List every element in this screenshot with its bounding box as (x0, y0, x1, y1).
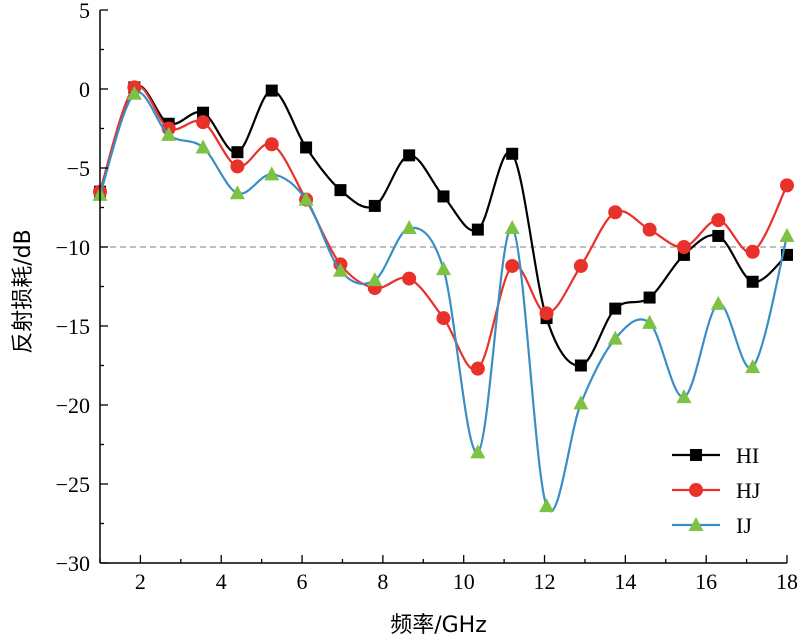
series-hi-point (746, 275, 759, 288)
series-hj-point (505, 258, 520, 273)
legend: HI HJ IJ (672, 443, 761, 538)
series-hj-point (676, 240, 691, 254)
series-ij-point (573, 395, 589, 410)
series-ij-point (607, 330, 623, 345)
series-hi-point (231, 146, 244, 159)
series-ij-point (504, 220, 520, 235)
y-tick-label: −10 (56, 235, 90, 260)
series-ij-point (264, 166, 280, 181)
series-ij-point (195, 139, 211, 154)
plot-area (92, 80, 795, 513)
series-hi-point (300, 141, 313, 154)
y-tick-label: −25 (56, 472, 90, 497)
x-tick-label: 2 (135, 569, 146, 594)
x-tick-label: 12 (534, 569, 556, 594)
x-tick-label: 10 (453, 569, 475, 594)
series-hj-point (780, 178, 794, 193)
series-hj-point (230, 159, 245, 174)
series-ij-point (745, 359, 761, 374)
series-ij-point (436, 261, 451, 276)
legend-hi-marker (690, 449, 702, 461)
series-ij-point (229, 185, 245, 200)
series-ij-point (126, 85, 142, 100)
series-hi-point (403, 149, 416, 162)
series-ij-line (98, 91, 789, 513)
legend-hi-label: HI (736, 443, 759, 468)
series-hj-point (539, 306, 554, 321)
x-axis-title: 频率/GHz (390, 613, 487, 638)
y-tick-label: −30 (56, 551, 90, 576)
series-hj-point (642, 222, 657, 237)
y-tick-label: 5 (79, 0, 90, 23)
series-hi-point (609, 302, 622, 315)
series-ij-point (779, 227, 795, 242)
series-hi-point (368, 199, 381, 212)
series-hj-point (745, 244, 760, 259)
x-tick-label: 16 (695, 569, 717, 594)
legend-ij-marker (688, 517, 704, 531)
x-tick-label: 18 (776, 569, 798, 594)
series-hi-point (574, 359, 587, 372)
series-hj-point (711, 213, 726, 228)
series-ij-point (710, 295, 726, 310)
series-hi-point (471, 223, 484, 236)
series-hi-point (643, 291, 656, 304)
series-ij-point (470, 444, 486, 459)
y-tick-label: −5 (67, 156, 90, 181)
x-tick-label: 4 (216, 569, 227, 594)
series-hj-point (264, 137, 279, 152)
series-hi-point (334, 184, 347, 197)
legend-ij-label: IJ (736, 513, 752, 538)
series-ij-point (161, 126, 177, 141)
series-hi-point (265, 84, 278, 97)
series-ij-point (367, 272, 383, 287)
series-hj-point (470, 361, 485, 376)
series-hi-point (197, 106, 210, 119)
series-ij-point (642, 314, 658, 329)
y-tick-label: 0 (79, 77, 90, 102)
series-hj-point (402, 271, 417, 286)
series-hj-point (573, 258, 588, 273)
series-hj-point (608, 205, 623, 220)
legend-hj-marker (689, 483, 703, 497)
series-hi-point (437, 190, 450, 203)
axes: 2 4 6 8 10 12 14 16 18 5 0 −5 −10 −15 −20 −25 −30 频率/GHz 反… (11, 0, 798, 638)
x-tick-label: 6 (297, 569, 308, 594)
series-ij-point (539, 498, 555, 513)
y-tick-label: −20 (56, 393, 90, 418)
y-axis-title: 反射损耗/dB (11, 229, 36, 353)
series-ij-point (401, 220, 417, 235)
series-hj-point (436, 311, 451, 326)
series-ij-point (676, 389, 692, 404)
x-tick-label: 14 (614, 569, 636, 594)
series-ij-point (298, 191, 314, 206)
series-ij-point (332, 262, 348, 277)
legend-hj-label: HJ (736, 478, 761, 503)
series-hj-point (196, 115, 211, 130)
series-hi-point (506, 147, 519, 160)
x-tick-label: 8 (377, 569, 388, 594)
y-tick-label: −15 (56, 314, 90, 339)
series-hi-point (712, 229, 725, 242)
